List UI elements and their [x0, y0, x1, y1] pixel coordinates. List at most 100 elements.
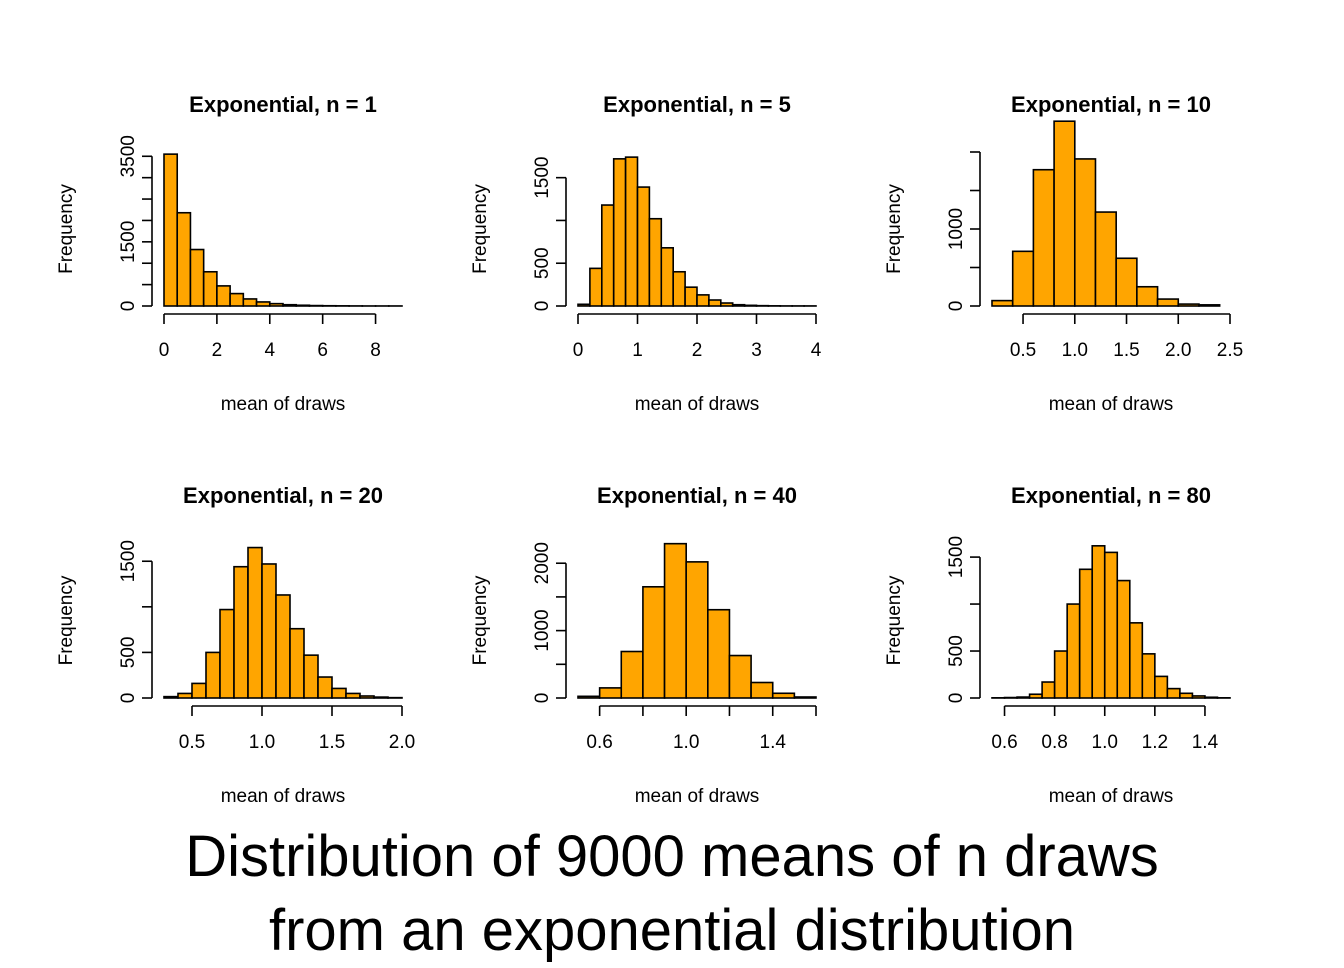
histogram-bar [290, 629, 304, 698]
x-tick-label: 0 [573, 340, 584, 361]
x-axis-label: mean of draws [221, 394, 346, 415]
histogram-bar [1017, 697, 1030, 698]
x-tick-label: 8 [370, 340, 381, 361]
histogram-bar [1095, 212, 1116, 306]
y-tick-label: 1000 [946, 208, 967, 250]
y-axis-label: Frequency [470, 184, 491, 274]
histogram-bar [296, 305, 309, 306]
histogram-bar [164, 154, 177, 306]
y-tick-label: 1500 [118, 221, 139, 263]
histogram-bar [721, 303, 733, 306]
histogram-bar [270, 304, 283, 306]
x-tick-label: 1.0 [1062, 340, 1088, 361]
histogram-bar [1030, 694, 1043, 698]
histogram-bar [1180, 693, 1193, 698]
histogram-bar [1042, 682, 1055, 698]
x-tick-label: 0.8 [1041, 732, 1067, 753]
x-tick-label: 4 [264, 340, 275, 361]
histogram-bar [1080, 569, 1093, 698]
histogram-bar [685, 287, 697, 306]
x-tick-label: 2 [212, 340, 223, 361]
histogram-bar [374, 697, 388, 698]
y-tick-label: 0 [532, 301, 553, 312]
x-tick-label: 0 [159, 340, 170, 361]
histogram-bar [1205, 697, 1218, 698]
histogram-bar [733, 305, 745, 306]
x-tick-label: 0.6 [991, 732, 1017, 753]
histogram-bar [661, 248, 673, 306]
histogram-bar [626, 157, 638, 306]
histogram-bar [1055, 651, 1068, 698]
histogram-bar [1075, 159, 1096, 306]
y-axis-label: Frequency [884, 184, 905, 274]
x-tick-label: 0.5 [1010, 340, 1036, 361]
y-axis-label: Frequency [56, 575, 77, 665]
y-tick-label: 500 [946, 635, 967, 667]
histogram-bar [1178, 304, 1199, 306]
histogram-bar [1092, 546, 1105, 698]
y-tick-label: 3500 [118, 135, 139, 177]
histogram-bar [1158, 299, 1179, 306]
histogram-bar [992, 301, 1013, 306]
histogram-bar [178, 693, 192, 698]
y-tick-label: 1500 [532, 157, 553, 199]
x-tick-label: 1.0 [249, 732, 275, 753]
histogram-bar [346, 693, 360, 698]
panel-title: Exponential, n = 20 [183, 483, 383, 508]
panel-title: Exponential, n = 5 [603, 92, 791, 117]
x-tick-label: 0.6 [586, 732, 612, 753]
histogram-bar [1013, 251, 1034, 306]
x-tick-label: 2.0 [389, 732, 415, 753]
histogram-bar [600, 688, 622, 698]
histogram-bar [220, 610, 234, 698]
y-tick-label: 0 [946, 693, 967, 704]
y-axis-label: Frequency [884, 575, 905, 665]
histogram-bar [1117, 581, 1130, 698]
histogram-bar [729, 656, 751, 698]
x-tick-label: 1.5 [1113, 340, 1139, 361]
x-tick-label: 6 [317, 340, 328, 361]
histogram-bar [673, 272, 685, 306]
x-axis-label: mean of draws [221, 786, 346, 807]
histogram-bar [614, 159, 626, 306]
histogram-bar [283, 305, 296, 306]
histogram-bar [708, 610, 730, 698]
histogram-bar [164, 697, 178, 698]
y-axis: 0 1500 3500 [118, 135, 152, 311]
histogram-bar [217, 286, 230, 306]
x-tick-label: 2.5 [1217, 340, 1243, 361]
x-tick-label: 1.5 [319, 732, 345, 753]
y-tick-label: 1000 [532, 609, 553, 651]
histogram-bar [709, 300, 721, 306]
histogram-bar [243, 299, 256, 306]
x-tick-label: 3 [751, 340, 762, 361]
histogram-bar [1130, 623, 1143, 698]
x-tick-label: 1.2 [1142, 732, 1168, 753]
histogram-bar [192, 683, 206, 698]
histogram-bar [262, 564, 276, 698]
histogram-bar [697, 295, 709, 306]
histogram-bar [643, 587, 665, 698]
x-axis-label: mean of draws [635, 786, 760, 807]
x-tick-label: 1 [632, 340, 643, 361]
y-tick-label: 500 [118, 637, 139, 669]
histogram-bar [234, 567, 248, 698]
histogram-bar [1116, 258, 1137, 306]
histogram-bar [360, 696, 374, 698]
histogram-bar [751, 683, 773, 699]
x-tick-label: 1.4 [1192, 732, 1219, 753]
histogram-bar [578, 696, 600, 698]
y-tick-label: 0 [118, 301, 139, 312]
